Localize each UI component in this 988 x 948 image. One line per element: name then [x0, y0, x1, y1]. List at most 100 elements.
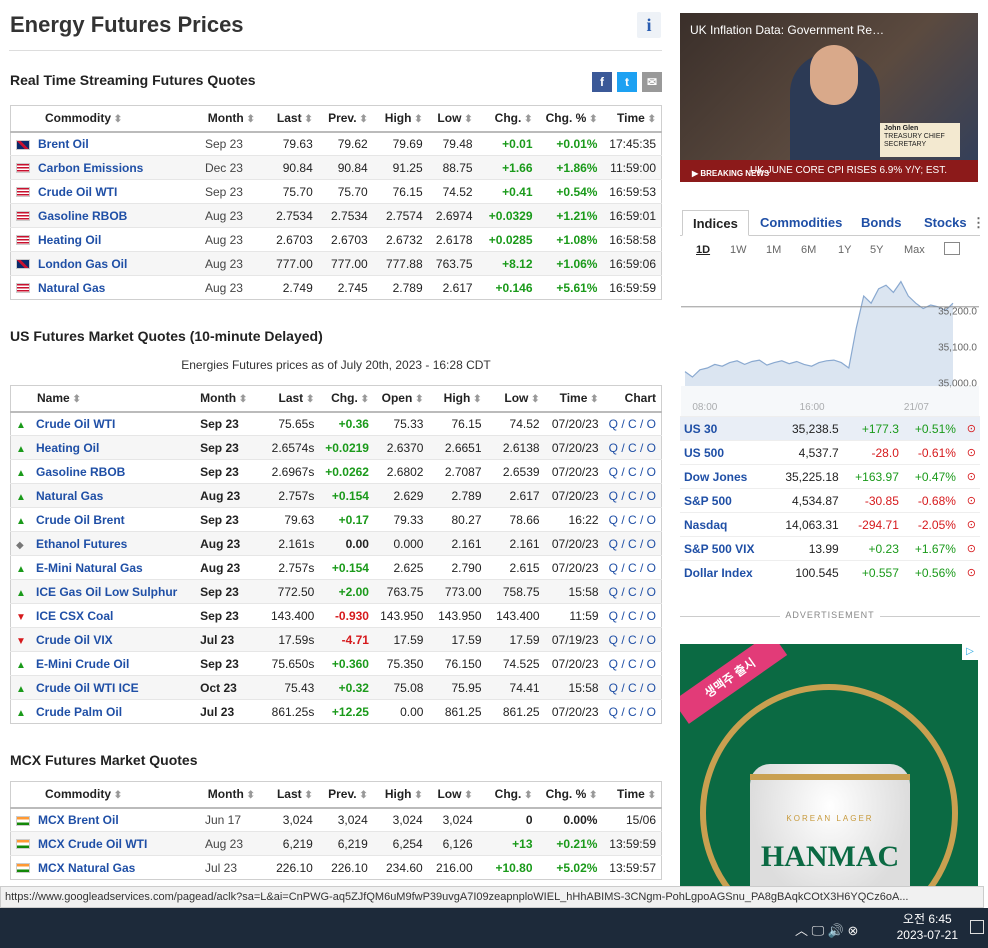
system-tray-icons[interactable]: ︿ 🖵 🔊 ⊗ — [795, 923, 859, 938]
contract-link[interactable]: Crude Oil Brent — [36, 512, 125, 527]
sort-icon[interactable]: ⬍ — [412, 394, 424, 406]
period-max[interactable]: Max — [904, 244, 925, 256]
contract-link[interactable]: Gasoline RBOB — [36, 464, 126, 479]
taskbar-clock[interactable]: 오전 6:45 2023-07-21 — [897, 911, 958, 943]
notification-icon[interactable] — [970, 920, 984, 934]
column-header[interactable]: Month ⬍ — [195, 385, 255, 413]
column-header[interactable]: Prev. ⬍ — [317, 105, 373, 133]
more-icon[interactable]: ⋮ — [972, 215, 985, 230]
column-header[interactable]: Time ⬍ — [544, 385, 604, 413]
column-header[interactable]: Low ⬍ — [486, 385, 545, 413]
contract-link[interactable]: Ethanol Futures — [36, 536, 128, 551]
period-5y[interactable]: 5Y — [870, 244, 884, 256]
period-6m[interactable]: 6M — [801, 244, 817, 256]
contract-link[interactable]: Natural Gas — [36, 488, 104, 503]
tab-commodities[interactable]: Commodities — [760, 215, 843, 230]
commodity-link[interactable]: MCX Natural Gas — [38, 860, 136, 875]
commodity-link[interactable]: Brent Oil — [38, 136, 89, 151]
sort-icon[interactable]: ⬍ — [236, 394, 248, 406]
index-name[interactable]: Nasdaq — [680, 512, 772, 537]
column-header[interactable]: Chg. ⬍ — [477, 105, 538, 133]
chart-cell[interactable]: Q / C / O — [603, 603, 662, 628]
column-header[interactable]: Open ⬍ — [373, 385, 429, 413]
chart-cell[interactable]: Q / C / O — [603, 507, 662, 532]
commodity-link[interactable]: Heating Oil — [38, 232, 102, 247]
chart-cell[interactable]: Q / C / O — [603, 435, 662, 460]
sort-icon[interactable]: ⬍ — [586, 790, 598, 802]
column-header[interactable]: Last ⬍ — [254, 385, 320, 413]
index-row[interactable]: S&P 500 4,534.87 -30.85 -0.68% ⊙ — [680, 488, 980, 513]
sort-icon[interactable]: ⬍ — [587, 394, 599, 406]
sort-icon[interactable]: ⬍ — [521, 790, 533, 802]
adchoices-icon[interactable]: ▷ — [962, 644, 978, 660]
column-header[interactable]: High ⬍ — [428, 385, 487, 413]
sort-icon[interactable]: ⬍ — [644, 114, 656, 126]
index-name[interactable]: Dollar Index — [680, 560, 772, 585]
commodity-link[interactable]: Crude Oil WTI — [38, 184, 118, 199]
chart-cell[interactable]: Q / C / O — [603, 675, 662, 700]
column-header[interactable]: Last ⬍ — [259, 781, 318, 809]
sort-icon[interactable]: ⬍ — [586, 114, 598, 126]
email-share-icon[interactable]: ✉ — [642, 72, 662, 92]
index-row[interactable]: Nasdaq 14,063.31 -294.71 -2.05% ⊙ — [680, 512, 980, 537]
index-chart[interactable]: 35,200.035,100.035,000.008:0016:0021/07 — [681, 268, 979, 416]
column-header[interactable]: Time ⬍ — [602, 105, 662, 133]
sort-icon[interactable]: ⬍ — [69, 394, 81, 406]
chart-cell[interactable]: Q / C / O — [603, 459, 662, 484]
sort-icon[interactable]: ⬍ — [301, 114, 313, 126]
column-header[interactable]: Chg. % ⬍ — [537, 781, 603, 809]
period-1d[interactable]: 1D — [696, 244, 711, 256]
column-header[interactable]: Chg. % ⬍ — [537, 105, 603, 133]
contract-link[interactable]: Crude Palm Oil — [36, 704, 123, 719]
sort-icon[interactable]: ⬍ — [356, 114, 368, 126]
column-header[interactable]: Commodity ⬍ — [10, 105, 200, 133]
sort-icon[interactable]: ⬍ — [111, 114, 123, 126]
contract-link[interactable]: ICE CSX Coal — [36, 608, 114, 623]
index-name[interactable]: S&P 500 VIX — [680, 536, 772, 561]
chart-cell[interactable]: Q / C / O — [603, 483, 662, 508]
advertisement[interactable]: ▷ 생맥주 출시 KOREAN LAGER HANMAC — [680, 644, 978, 894]
period-1m[interactable]: 1M — [766, 244, 782, 256]
sort-icon[interactable]: ⬍ — [357, 394, 369, 406]
chart-cell[interactable]: Q / C / O — [603, 411, 662, 436]
commodity-link[interactable]: Carbon Emissions — [38, 160, 144, 175]
commodity-link[interactable]: MCX Brent Oil — [38, 812, 119, 827]
index-name[interactable]: US 500 — [680, 440, 772, 465]
index-row[interactable]: S&P 500 VIX 13.99 +0.23 +1.67% ⊙ — [680, 536, 980, 561]
column-header[interactable]: Chg. ⬍ — [477, 781, 538, 809]
sort-icon[interactable]: ⬍ — [461, 790, 473, 802]
column-header[interactable]: Low ⬍ — [427, 105, 478, 133]
tab-stocks[interactable]: Stocks — [924, 215, 967, 230]
contract-link[interactable]: E-Mini Crude Oil — [36, 656, 130, 671]
column-header[interactable]: Commodity ⬍ — [10, 781, 200, 809]
column-header[interactable]: Chg. ⬍ — [319, 385, 374, 413]
commodity-link[interactable]: Natural Gas — [38, 280, 106, 295]
contract-link[interactable]: Crude Oil WTI ICE — [36, 680, 139, 695]
sort-icon[interactable]: ⬍ — [470, 394, 482, 406]
column-header[interactable]: Last ⬍ — [259, 105, 318, 133]
index-row[interactable]: US 30 35,238.5 +177.3 +0.51% ⊙ — [680, 416, 980, 441]
chart-cell[interactable]: Q / C / O — [603, 627, 662, 652]
video-title[interactable]: UK Inflation Data: Government Re… — [690, 23, 885, 37]
sort-icon[interactable]: ⬍ — [411, 114, 423, 126]
video-player[interactable]: UK Inflation Data: Government Re… John G… — [680, 13, 978, 182]
column-header[interactable]: Chart — [603, 385, 662, 413]
column-header[interactable]: Low ⬍ — [427, 781, 478, 809]
sort-icon[interactable]: ⬍ — [411, 790, 423, 802]
contract-link[interactable]: ICE Gas Oil Low Sulphur — [36, 584, 178, 599]
tab-bonds[interactable]: Bonds — [861, 215, 902, 230]
contract-link[interactable]: E-Mini Natural Gas — [36, 560, 143, 575]
index-row[interactable]: Dollar Index 100.545 +0.557 +0.56% ⊙ — [680, 560, 980, 585]
sort-icon[interactable]: ⬍ — [461, 114, 473, 126]
sort-icon[interactable]: ⬍ — [301, 790, 313, 802]
contract-link[interactable]: Heating Oil — [36, 440, 100, 455]
column-header[interactable]: Month ⬍ — [199, 105, 260, 133]
column-header[interactable]: Name ⬍ — [10, 385, 196, 413]
sort-icon[interactable]: ⬍ — [243, 790, 255, 802]
column-header[interactable]: High ⬍ — [372, 781, 428, 809]
info-icon[interactable]: i — [637, 12, 661, 38]
sort-icon[interactable]: ⬍ — [303, 394, 315, 406]
commodity-link[interactable]: London Gas Oil — [38, 256, 128, 271]
chart-cell[interactable]: Q / C / O — [603, 555, 662, 580]
sort-icon[interactable]: ⬍ — [528, 394, 540, 406]
